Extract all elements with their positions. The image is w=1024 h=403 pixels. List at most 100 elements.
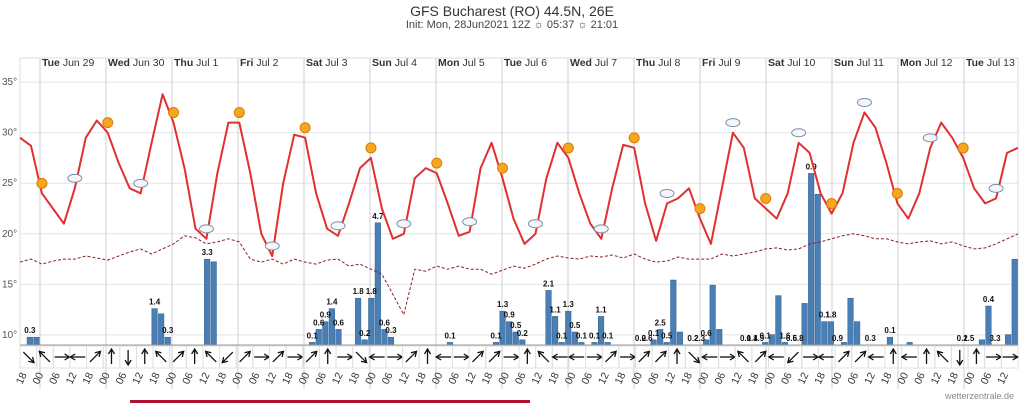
day-date: Jul 13 xyxy=(987,57,1015,69)
cloud-icon xyxy=(462,217,478,227)
y-tick-label: 30° xyxy=(2,128,17,139)
hour-label: 06 xyxy=(712,370,728,386)
sunrise-time: 05:37 xyxy=(546,19,575,31)
cloud-icon xyxy=(593,224,609,234)
cloud-icon xyxy=(791,128,807,138)
wind-arrow-icon xyxy=(239,350,252,363)
precip-bar xyxy=(821,321,828,346)
precip-label: 1.4 xyxy=(149,298,161,307)
y-tick-label: 35° xyxy=(2,77,17,88)
wind-arrow-icon xyxy=(551,353,568,361)
hour-label: 06 xyxy=(247,370,263,386)
precip-label: 4.7 xyxy=(372,212,384,221)
cloud-icon xyxy=(725,118,741,128)
hour-label: 18 xyxy=(280,370,296,386)
day-date: Jul 2 xyxy=(256,57,278,69)
wind-arrow-icon xyxy=(567,353,585,361)
precip-bar xyxy=(204,258,211,346)
wind-arrow-icon xyxy=(503,353,520,361)
cloud-icon xyxy=(330,221,346,231)
hour-label: 00 xyxy=(696,370,712,386)
precip-bar xyxy=(808,173,815,346)
precip-bar xyxy=(33,336,40,346)
wind-arrow-icon xyxy=(854,350,867,363)
precip-bar xyxy=(978,339,985,346)
hour-label: 12 xyxy=(796,370,812,386)
hour-label: 12 xyxy=(396,370,412,386)
precip-bar xyxy=(519,339,526,346)
cloud-icon xyxy=(922,133,938,143)
wind-arrow-icon xyxy=(586,353,604,361)
hour-label: 18 xyxy=(347,370,363,386)
precip-label: 0.6 xyxy=(379,318,391,327)
sun-icon xyxy=(36,177,48,189)
hour-label: 06 xyxy=(446,370,462,386)
wind-arrow-icon xyxy=(1002,353,1019,361)
hour-label: 00 xyxy=(496,370,512,386)
hour-label: 12 xyxy=(197,370,213,386)
wind-arrow-icon xyxy=(221,351,234,364)
precip-label: 1.1 xyxy=(596,305,608,314)
day-date: Jul 11 xyxy=(857,57,884,69)
day-label: Tue Jun 29 xyxy=(42,57,94,69)
wind-arrow-icon xyxy=(654,350,667,363)
scroll-bar[interactable] xyxy=(130,400,530,403)
precip-label: 0.1 xyxy=(602,331,614,340)
hour-label: 00 xyxy=(363,370,379,386)
precip-label: 0.9 xyxy=(320,311,332,320)
y-tick-label: 10° xyxy=(2,330,17,341)
precip-label: 0.1 xyxy=(819,311,831,320)
cloud-icon xyxy=(659,188,675,198)
wind-arrow-icon xyxy=(803,353,820,361)
day-date: Jul 10 xyxy=(787,57,815,69)
wind-arrow-icon xyxy=(324,347,332,364)
wind-arrow-icon xyxy=(387,353,404,361)
cloud-icon xyxy=(988,183,1004,193)
precip-label: 1.4 xyxy=(326,298,338,307)
wind-arrow-icon xyxy=(701,353,718,361)
wind-arrow-icon xyxy=(673,347,681,364)
precip-bar xyxy=(151,308,158,346)
wind-arrow-icon xyxy=(736,350,749,363)
precip-bar xyxy=(886,336,893,346)
hour-label: 06 xyxy=(846,370,862,386)
init-label: Init: Mon, 28Jun2021 12Z xyxy=(405,19,531,31)
hour-label: 12 xyxy=(729,370,745,386)
hour-label: 06 xyxy=(513,370,529,386)
day-date: Jul 4 xyxy=(395,57,417,69)
day-label: Mon Jul 12 xyxy=(900,57,953,69)
hour-label: 18 xyxy=(480,370,496,386)
precip-label: 0.2 xyxy=(359,329,371,338)
hour-label: 00 xyxy=(30,370,46,386)
day-label: Sun Jul 11 xyxy=(834,57,884,69)
day-label: Thu Jul 8 xyxy=(636,57,681,69)
hour-label: 18 xyxy=(14,370,30,386)
wind-arrow-icon xyxy=(972,347,980,364)
hour-label: 12 xyxy=(130,370,146,386)
precip-label: 2.3 xyxy=(694,334,706,343)
day-label: Sat Jul 10 xyxy=(768,57,815,69)
precip-bar xyxy=(814,193,821,346)
precip-label: 6.6 xyxy=(786,334,798,343)
wind-arrow-icon xyxy=(191,347,199,364)
wind-arrow-icon xyxy=(767,353,784,361)
cloud-icon xyxy=(198,224,214,234)
wind-arrow-icon xyxy=(754,350,767,363)
precip-label: 0.1 xyxy=(884,326,896,335)
precip-label: 3.3 xyxy=(989,334,1001,343)
precip-label: 2.1 xyxy=(543,279,555,288)
sun-icon xyxy=(957,142,969,154)
hour-label: 18 xyxy=(679,370,695,386)
wind-arrow-icon xyxy=(956,350,964,367)
sun-icon xyxy=(431,157,443,169)
hour-label: 06 xyxy=(47,370,63,386)
precip-label: 0.6 xyxy=(641,334,653,343)
hour-label: 00 xyxy=(629,370,645,386)
wind-arrow-icon xyxy=(124,350,132,367)
precip-label: 1.8 xyxy=(353,287,365,296)
sun-icon xyxy=(562,142,574,154)
precip-label: 1.9 xyxy=(753,334,765,343)
wind-arrow-icon xyxy=(537,350,550,363)
hour-label: 00 xyxy=(164,370,180,386)
